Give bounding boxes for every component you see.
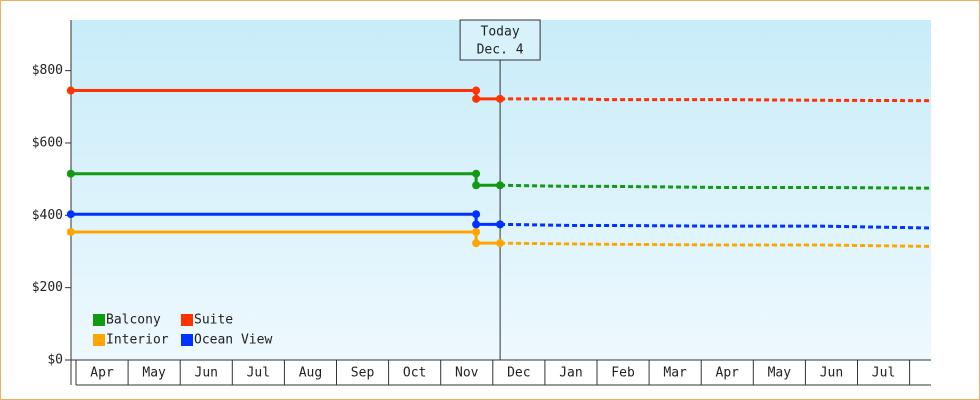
legend-label: Balcony (106, 313, 161, 328)
legend-swatch (181, 334, 193, 346)
point (472, 86, 481, 95)
x-tick-label: Apr (716, 366, 740, 381)
legend-swatch (181, 314, 193, 326)
y-tick-label: $800 (32, 63, 63, 78)
point (66, 86, 75, 95)
history-line (70, 172, 501, 187)
x-tick-label: Apr (90, 366, 114, 381)
point (472, 239, 481, 248)
legend-label: Suite (194, 313, 233, 328)
y-tick-label: $600 (32, 135, 63, 150)
point (496, 94, 505, 103)
point (66, 210, 75, 219)
point (472, 181, 481, 190)
x-tick-label: Jun (820, 366, 843, 381)
forecast-line (500, 97, 931, 103)
y-tick-label: $0 (47, 353, 63, 368)
x-tick-label: May (142, 366, 166, 381)
x-tick-label: Jul (872, 366, 895, 381)
point (66, 169, 75, 178)
x-tick-label: Sep (351, 366, 375, 381)
point (496, 181, 505, 190)
x-tick-label: Dec (507, 366, 530, 381)
point (472, 94, 481, 103)
point (496, 239, 505, 248)
legend-swatch (93, 334, 105, 346)
plot-area (71, 20, 931, 360)
x-tick-label: Jan (559, 366, 582, 381)
x-tick-label: Jul (247, 366, 270, 381)
today-label: Today (481, 25, 520, 40)
x-tick-label: Oct (403, 366, 426, 381)
point (472, 169, 481, 178)
history-line (70, 212, 501, 226)
legend-swatch (93, 314, 105, 326)
forecast-line (500, 222, 931, 230)
y-tick-label: $200 (32, 280, 63, 295)
x-tick-label: May (768, 366, 792, 381)
legend-label: Interior (106, 333, 169, 348)
today-date: Dec. 4 (477, 43, 524, 58)
point (66, 227, 75, 236)
legend-label: Ocean View (194, 333, 272, 348)
point (472, 227, 481, 236)
today-box (459, 19, 541, 61)
history-line (70, 230, 501, 245)
point (496, 220, 505, 229)
point (472, 210, 481, 219)
x-tick-label: Nov (455, 366, 479, 381)
point (472, 220, 481, 229)
forecast-line (500, 183, 931, 190)
x-tick-label: Jun (195, 366, 218, 381)
x-tick-label: Feb (611, 366, 635, 381)
history-line (70, 89, 501, 101)
x-tick-label: Mar (663, 366, 687, 381)
forecast-line (500, 241, 931, 248)
x-tick-label: Aug (299, 366, 322, 381)
y-tick-label: $400 (32, 208, 63, 223)
